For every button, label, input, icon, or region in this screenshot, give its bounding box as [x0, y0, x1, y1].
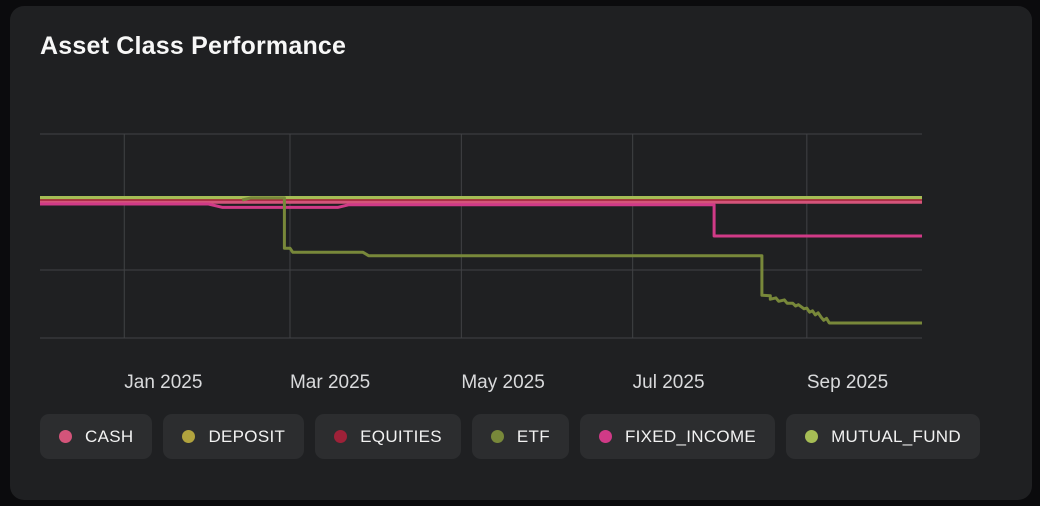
series-line-etf[interactable]	[241, 196, 922, 325]
asset-class-performance-card: Asset Class Performance Jan 2025 Mar 2025…	[10, 6, 1032, 500]
x-axis-label: Jul 2025	[633, 372, 705, 393]
chart-legend: CASH DEPOSIT EQUITIES ETF FIXED_INCOME M…	[40, 414, 980, 459]
legend-label: ETF	[516, 426, 550, 446]
legend-item-mutual-fund[interactable]: MUTUAL_FUND	[786, 414, 980, 459]
fixed-income-dot-icon	[598, 430, 612, 443]
equities-dot-icon	[334, 430, 348, 443]
legend-label: EQUITIES	[360, 426, 442, 446]
legend-item-cash[interactable]: CASH	[40, 414, 153, 459]
line-chart-canvas[interactable]: Jan 2025 Mar 2025 May 2025 Jul 2025 Sep 2025	[10, 6, 1032, 498]
legend-item-deposit[interactable]: DEPOSIT	[163, 414, 305, 459]
mutual-fund-dot-icon	[805, 430, 819, 443]
chart-title: Asset Class Performance	[40, 32, 347, 60]
legend-label: CASH	[85, 426, 134, 446]
x-axis-label: May 2025	[461, 372, 544, 393]
legend-label: MUTUAL_FUND	[831, 426, 961, 446]
cash-dot-icon	[59, 430, 72, 443]
deposit-dot-icon	[182, 430, 196, 443]
x-axis-label: Mar 2025	[290, 372, 370, 393]
x-axis-label: Jan 2025	[124, 372, 202, 393]
etf-dot-icon	[490, 430, 504, 443]
legend-item-fixed-income[interactable]: FIXED_INCOME	[579, 414, 776, 459]
legend-item-etf[interactable]: ETF	[471, 414, 569, 459]
legend-label: FIXED_INCOME	[624, 426, 757, 446]
legend-item-equities[interactable]: EQUITIES	[315, 414, 461, 459]
series-line-fixed_income[interactable]	[40, 202, 922, 238]
x-axis-label: Sep 2025	[807, 372, 888, 393]
legend-label: DEPOSIT	[208, 426, 286, 446]
